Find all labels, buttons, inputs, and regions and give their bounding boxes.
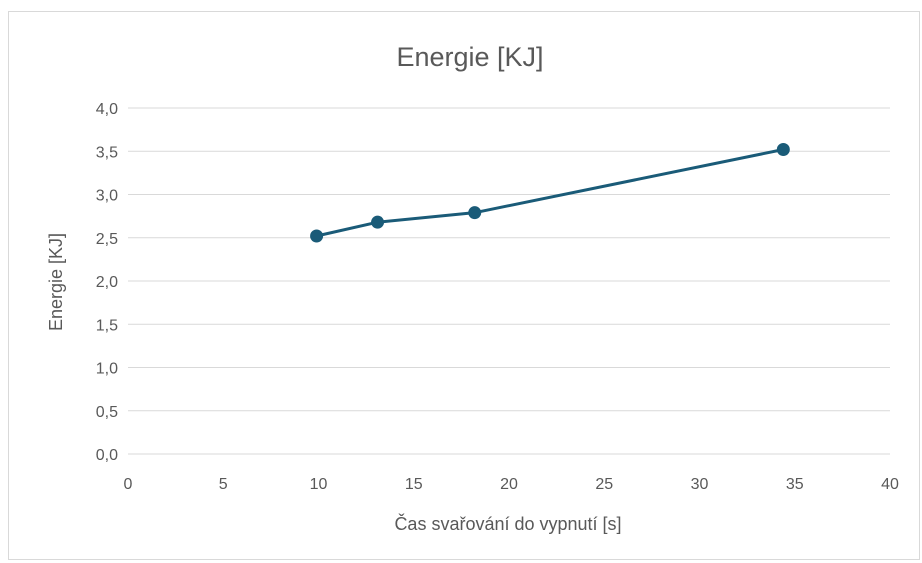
y-tick-label: 2,5 [96,231,118,248]
y-tick-label: 4,0 [96,101,118,118]
grid-lines [128,107,890,455]
y-tick-label: 2,0 [96,274,118,291]
x-tick-label: 15 [405,476,423,493]
x-tick-label: 30 [691,476,709,493]
y-axis-label: Energie [KJ] [46,233,66,331]
series-line [315,148,785,238]
data-point [468,206,482,220]
chart-frame [8,11,920,560]
x-tick-label: 0 [124,476,133,493]
y-tick-label: 0,5 [96,404,118,421]
x-tick-label: 5 [219,476,228,493]
x-tick-label: 20 [500,476,518,493]
x-tick-label: 35 [786,476,804,493]
x-tick-label: 10 [310,476,328,493]
tick-labels: 0,0 0,5 1,0 1,5 2,0 2,5 3,0 3,5 4,0 0 5 10 15 20 25 30 3… [96,101,899,493]
x-axis-label: Čas svařování do vypnutí [s] [394,513,621,534]
y-tick-label: 3,0 [96,188,118,205]
y-tick-label: 3,5 [96,144,118,161]
x-tick-label: 40 [881,476,899,493]
x-tick-label: 25 [595,476,613,493]
data-point [776,143,790,157]
chart-title: Energie [KJ] [396,42,543,72]
y-tick-label: 1,5 [96,317,118,334]
data-point [310,229,324,243]
data-series [310,143,790,243]
y-tick-label: 0,0 [96,447,118,464]
data-point [371,215,385,229]
y-tick-label: 1,0 [96,361,118,378]
